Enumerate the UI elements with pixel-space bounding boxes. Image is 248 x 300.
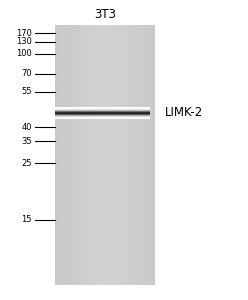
Bar [60,25,62,285]
Bar [93,25,95,285]
Bar [150,25,152,285]
Bar [80,25,82,285]
Bar [115,25,117,285]
Bar [98,25,100,285]
Bar [117,25,118,285]
Bar [122,25,123,285]
Bar [100,25,102,285]
Bar [83,25,85,285]
Bar [148,25,150,285]
Bar [65,25,67,285]
Bar [72,25,73,285]
Bar [97,25,98,285]
Bar [92,25,93,285]
Bar [145,25,147,285]
Bar [85,25,87,285]
Bar [68,25,70,285]
Bar [153,25,155,285]
Bar [147,25,148,285]
Bar [137,25,138,285]
Bar [118,25,120,285]
Bar [123,25,125,285]
Bar [128,25,130,285]
Text: 170: 170 [16,28,32,38]
Bar [62,25,63,285]
Bar [152,25,153,285]
Bar [107,25,108,285]
Bar [142,25,143,285]
Text: 55: 55 [22,88,32,97]
Bar [77,25,78,285]
Bar [113,25,115,285]
Text: 35: 35 [21,136,32,146]
Text: 40: 40 [22,122,32,131]
Bar [78,25,80,285]
Text: 3T3: 3T3 [94,8,116,20]
Bar [130,25,132,285]
Bar [125,25,127,285]
Bar [95,25,97,285]
Bar [57,25,58,285]
Text: 70: 70 [21,70,32,79]
Bar [67,25,68,285]
Bar [120,25,122,285]
Bar [102,25,103,285]
Bar [108,25,110,285]
Bar [88,25,90,285]
Bar [133,25,135,285]
Text: 100: 100 [16,50,32,58]
Text: 15: 15 [22,215,32,224]
Text: LIMK-2: LIMK-2 [165,106,203,119]
Bar [58,25,60,285]
Bar [112,25,113,285]
Bar [127,25,128,285]
Bar [110,25,112,285]
Bar [87,25,88,285]
Bar [143,25,145,285]
Text: 25: 25 [22,158,32,167]
Bar [132,25,133,285]
Bar [73,25,75,285]
Bar [70,25,72,285]
Bar [63,25,65,285]
Text: 130: 130 [16,38,32,46]
Bar [90,25,92,285]
Bar [135,25,137,285]
Bar [103,25,105,285]
Bar [75,25,77,285]
Bar [105,25,107,285]
Bar [82,25,83,285]
Bar [55,25,57,285]
Bar [140,25,142,285]
Bar [138,25,140,285]
